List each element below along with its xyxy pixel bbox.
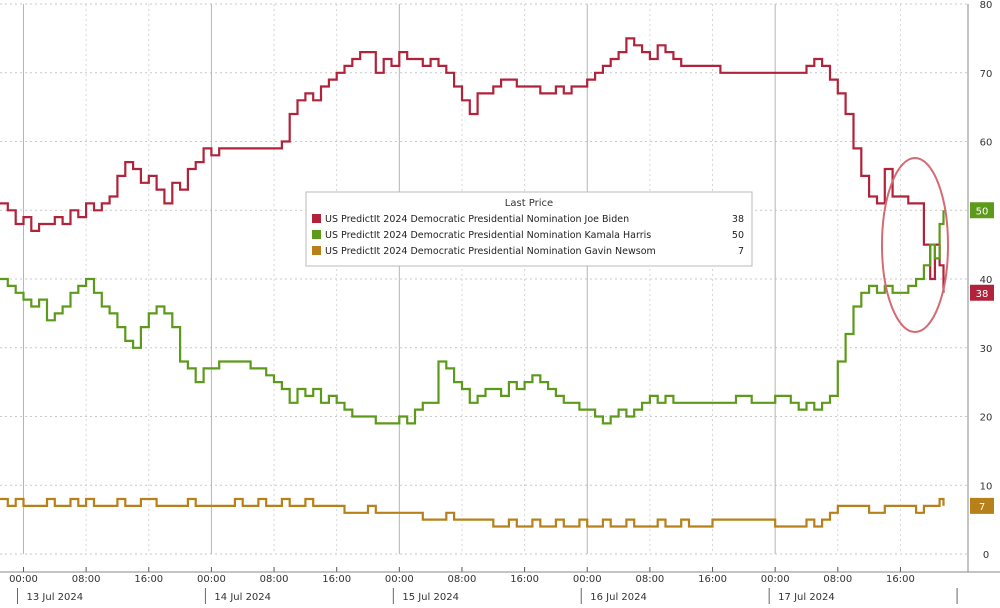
x-tick-label: 16:00 xyxy=(886,574,915,585)
series-line-1 xyxy=(0,210,945,425)
x-date-label: 16 Jul 2024 xyxy=(590,592,647,603)
y-tick-label: 20 xyxy=(980,413,993,424)
x-date-label: 13 Jul 2024 xyxy=(27,592,84,603)
x-date-label: 15 Jul 2024 xyxy=(402,592,459,603)
x-tick-label: 08:00 xyxy=(260,574,289,585)
x-tick-label: 16:00 xyxy=(510,574,539,585)
x-tick-label: 16:00 xyxy=(322,574,351,585)
last-value-tag xyxy=(970,284,994,301)
legend-value: 7 xyxy=(738,246,744,257)
legend-swatch xyxy=(312,214,321,223)
legend-value: 38 xyxy=(732,214,744,225)
last-value-label: 38 xyxy=(976,289,989,300)
last-value-label: 7 xyxy=(979,502,985,513)
x-tick-label: 00:00 xyxy=(385,574,414,585)
legend-label: US PredictIt 2024 Democratic Presidentia… xyxy=(325,246,656,257)
x-date-label: 14 Jul 2024 xyxy=(214,592,271,603)
x-tick-label: 16:00 xyxy=(134,574,163,585)
annotations xyxy=(881,157,949,333)
last-value-tag xyxy=(970,202,994,219)
y-tick-label: 40 xyxy=(980,275,993,286)
x-tick-label: 00:00 xyxy=(9,574,38,585)
legend-value: 50 xyxy=(732,230,744,241)
y-tick-label: 70 xyxy=(980,69,993,80)
legend-swatch xyxy=(312,246,321,255)
y-tick-label: 80 xyxy=(980,0,993,11)
y-tick-label: 0 xyxy=(983,550,989,561)
highlight-ellipse xyxy=(881,157,949,333)
x-tick-label: 08:00 xyxy=(823,574,852,585)
series-line-0 xyxy=(0,37,945,293)
x-tick-label: 00:00 xyxy=(761,574,790,585)
legend-swatch xyxy=(312,230,321,239)
y-tick-label: 10 xyxy=(980,481,993,492)
y-tick-label: 30 xyxy=(980,344,993,355)
x-tick-label: 08:00 xyxy=(72,574,101,585)
x-tick-label: 16:00 xyxy=(698,574,727,585)
series-line-2 xyxy=(0,497,945,528)
legend: Last Price US PredictIt 2024 Democratic P… xyxy=(305,191,753,267)
legend-label: US PredictIt 2024 Democratic Presidentia… xyxy=(325,214,629,225)
x-date-label: 17 Jul 2024 xyxy=(778,592,835,603)
last-value-label: 50 xyxy=(976,206,989,217)
legend-label: US PredictIt 2024 Democratic Presidentia… xyxy=(325,230,651,241)
last-value-tag xyxy=(970,497,994,514)
y-tick-label: 60 xyxy=(980,138,993,149)
legend-title: Last Price xyxy=(505,198,553,209)
x-tick-label: 08:00 xyxy=(448,574,477,585)
x-tick-label: 08:00 xyxy=(635,574,664,585)
x-tick-label: 00:00 xyxy=(573,574,602,585)
x-tick-label: 00:00 xyxy=(197,574,226,585)
legend-box xyxy=(305,191,753,267)
series-lines xyxy=(0,37,945,528)
